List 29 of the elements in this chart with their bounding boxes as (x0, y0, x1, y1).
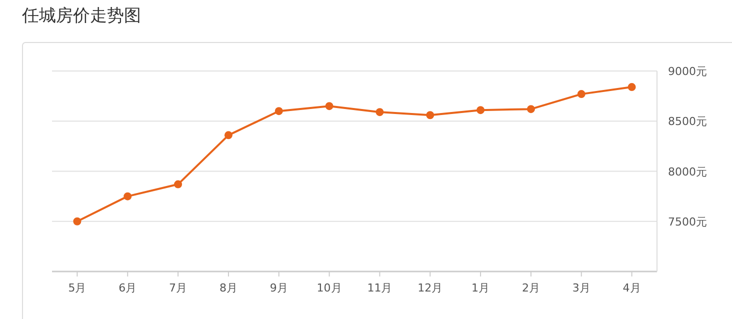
point (476, 106, 485, 114)
x-tick-label: 6月 (118, 282, 137, 294)
point (426, 111, 434, 120)
x-tick-label: 2月 (522, 282, 540, 294)
x-tick-label: 11月 (367, 282, 392, 294)
point (224, 131, 232, 140)
y-tick-label: 9000元 (668, 65, 707, 78)
chart-title: 任城房价走势图 (21, 6, 141, 26)
x-tick-label: 3月 (572, 282, 590, 294)
x-tick-label: 12月 (418, 282, 443, 294)
point (73, 217, 82, 226)
point (526, 105, 535, 114)
point (174, 180, 182, 188)
x-tick-label: 10月 (316, 282, 342, 294)
point (376, 108, 384, 116)
y-tick-label: 8500元 (668, 115, 707, 128)
x-tick-label: 4月 (622, 282, 641, 294)
x-tick-label: 9月 (270, 282, 288, 294)
x-tick-label: 7月 (169, 282, 188, 294)
x-tick-label: 5月 (68, 282, 86, 294)
x-tick-label: 1月 (472, 282, 490, 294)
point (325, 102, 334, 110)
y-tick-label: 8000元 (668, 165, 707, 178)
point (577, 90, 586, 98)
point (274, 107, 283, 116)
y-tick-label: 7500元 (668, 215, 707, 228)
x-tick-label: 8月 (219, 282, 238, 294)
point (628, 83, 636, 92)
point (124, 192, 132, 200)
